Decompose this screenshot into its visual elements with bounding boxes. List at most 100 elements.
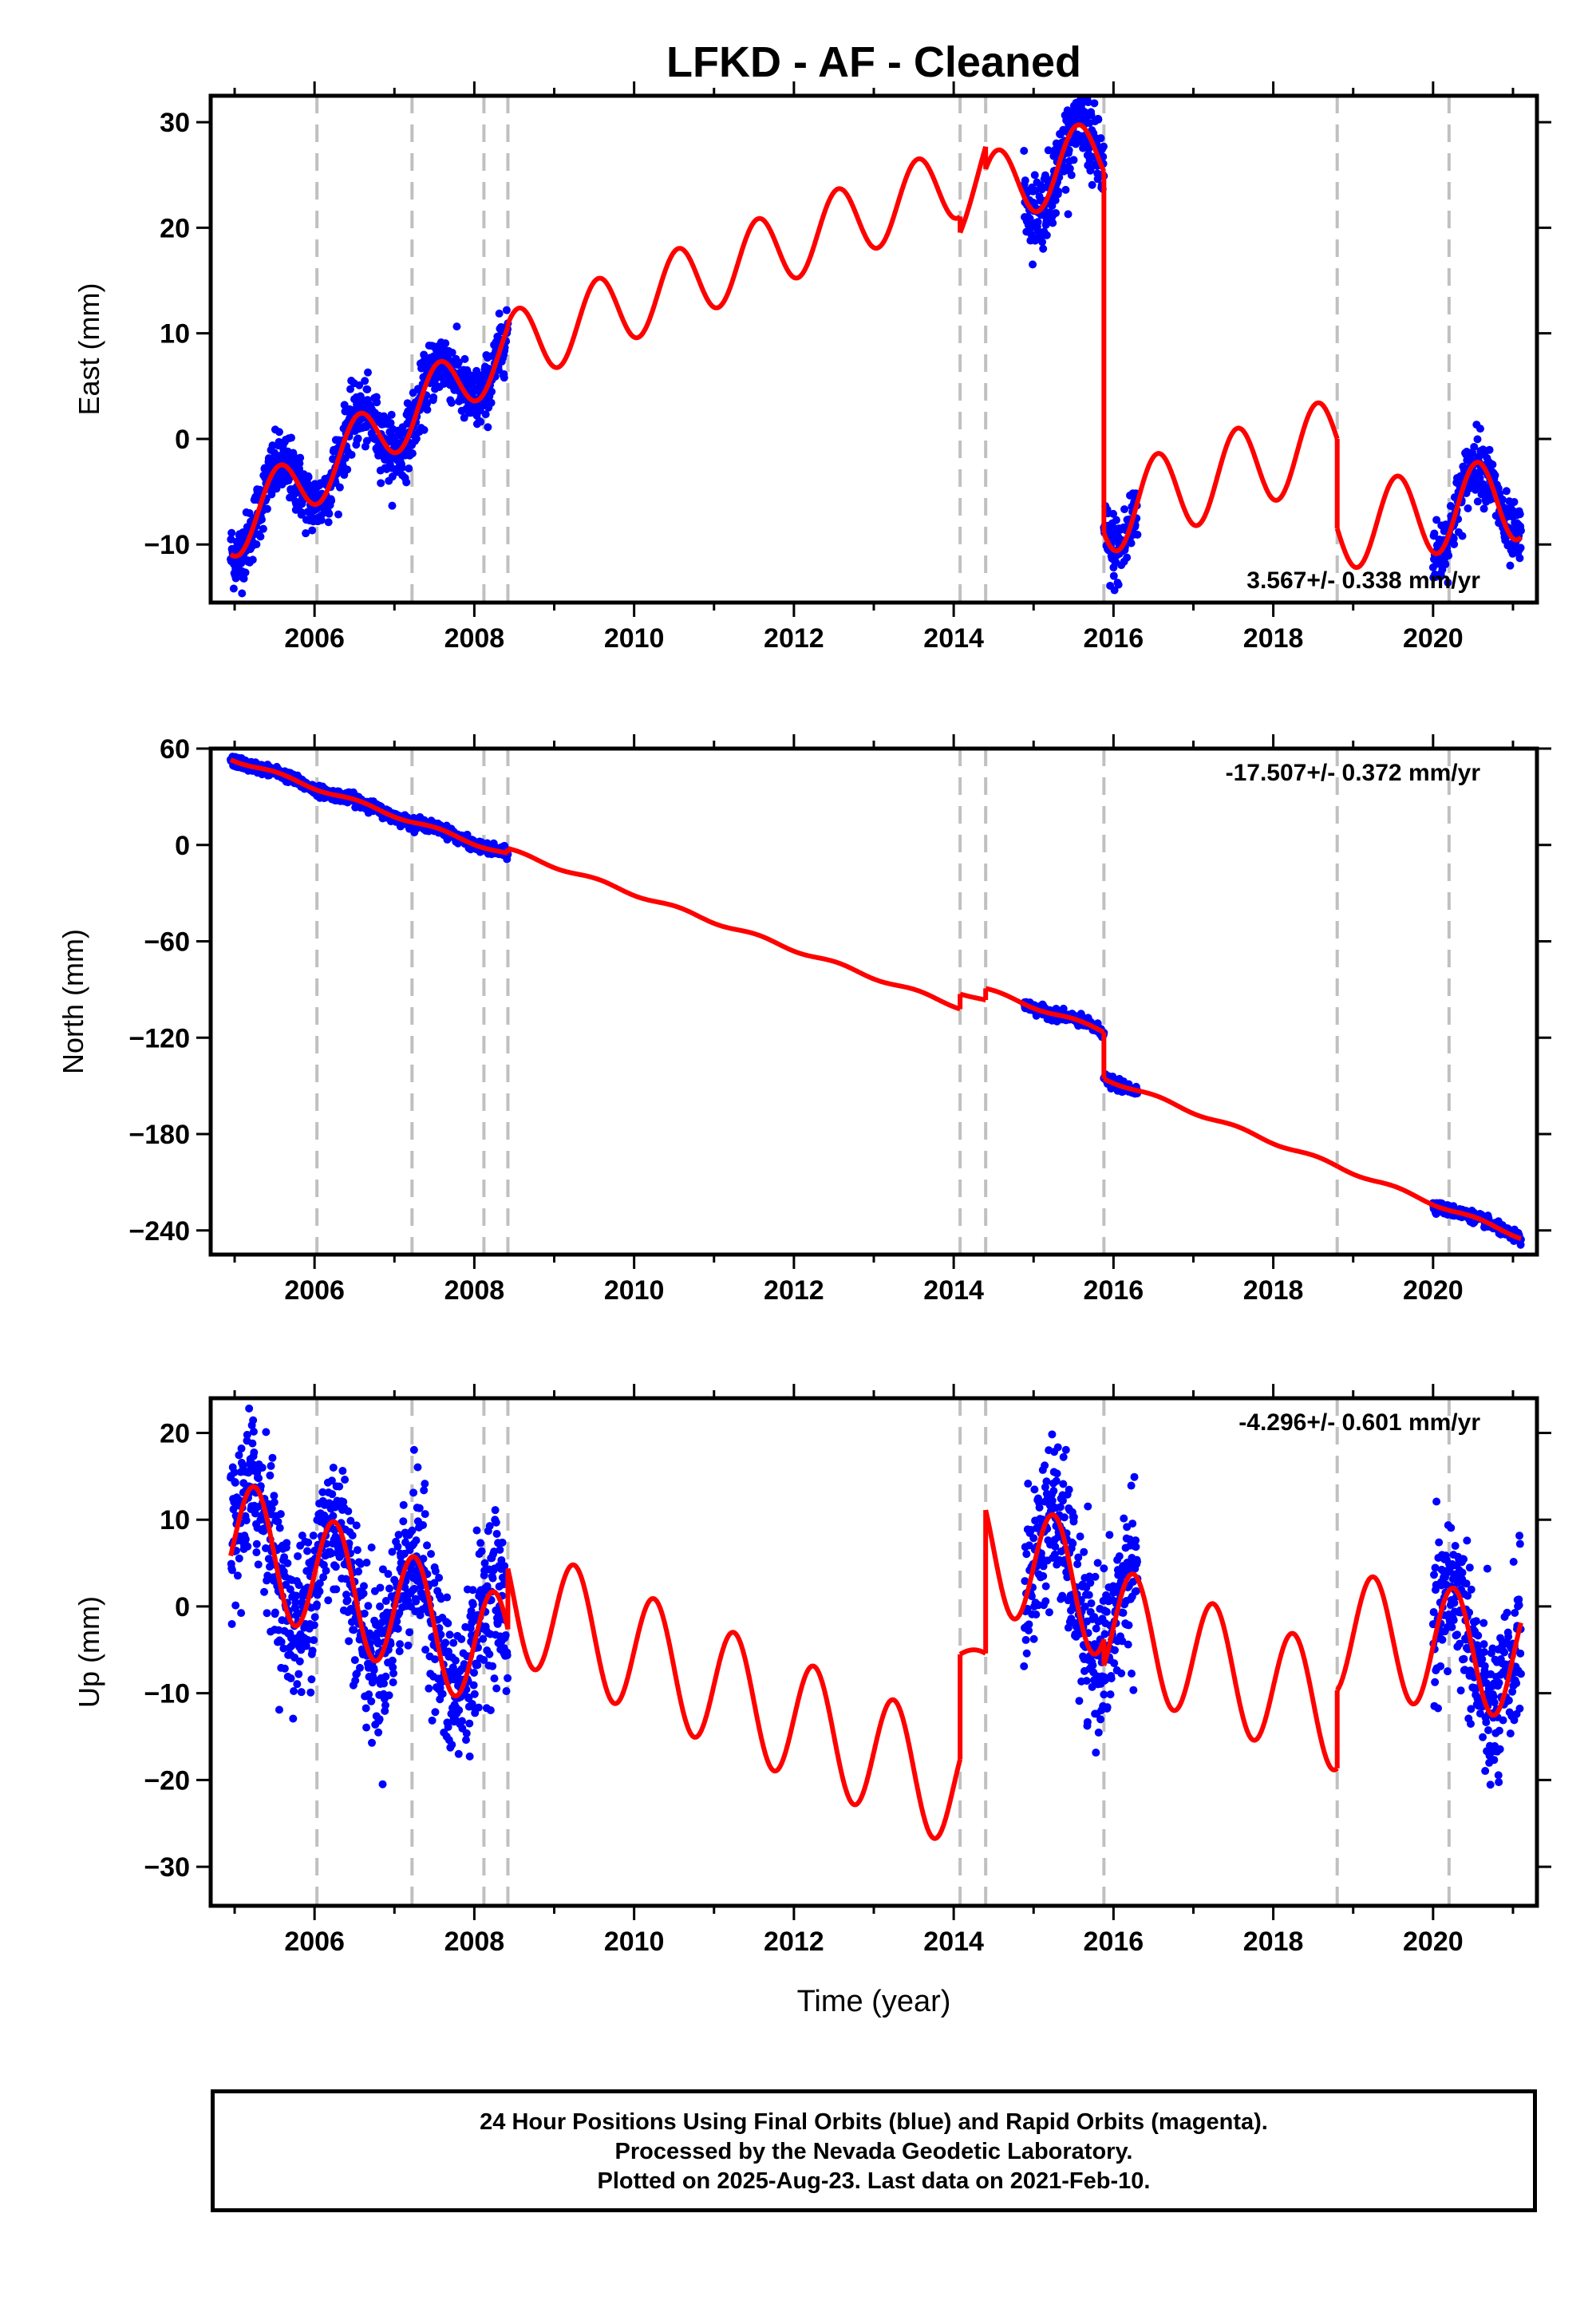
data-point	[1479, 1648, 1488, 1657]
data-point	[423, 1541, 432, 1550]
data-point	[270, 1492, 279, 1500]
data-point	[260, 1587, 269, 1596]
data-point	[389, 1669, 398, 1678]
data-point	[319, 1573, 328, 1582]
data-point	[1502, 487, 1511, 496]
data-point	[243, 1430, 251, 1439]
data-point	[1094, 115, 1103, 124]
data-point	[423, 399, 432, 408]
data-point	[388, 1547, 397, 1556]
y-tick-label: 30	[160, 108, 190, 138]
data-point	[275, 1705, 283, 1714]
y-tick-label: 0	[175, 1592, 190, 1622]
y-tick-label: 60	[160, 734, 190, 765]
data-point	[292, 1591, 301, 1600]
data-point	[249, 1416, 258, 1425]
data-point	[360, 1609, 369, 1618]
data-point	[393, 1624, 402, 1633]
data-point	[268, 441, 277, 450]
data-point	[1052, 208, 1061, 217]
data-point	[454, 358, 463, 367]
data-point	[1035, 1503, 1044, 1512]
data-point	[290, 1686, 298, 1695]
data-point	[1052, 1476, 1061, 1485]
data-point	[1516, 1670, 1525, 1678]
data-point	[229, 584, 238, 593]
data-point	[388, 501, 397, 510]
data-point	[1449, 534, 1458, 543]
data-point	[395, 1647, 404, 1656]
data-point	[1474, 1631, 1483, 1640]
data-point	[1029, 260, 1037, 269]
data-point	[227, 1566, 236, 1575]
data-point	[501, 1630, 510, 1639]
data-point	[492, 1684, 501, 1693]
data-point	[344, 1507, 353, 1516]
data-point	[396, 1640, 405, 1649]
data-point	[462, 1736, 471, 1745]
data-point	[1115, 1552, 1124, 1561]
data-point	[1431, 1563, 1440, 1572]
data-point	[1432, 1497, 1441, 1506]
data-point	[452, 322, 461, 331]
data-point	[1099, 142, 1108, 151]
model-segment	[505, 156, 962, 370]
data-point	[389, 1663, 397, 1672]
data-point	[235, 1451, 243, 1460]
data-point	[1100, 1630, 1109, 1638]
data-point	[1039, 244, 1048, 253]
data-point	[303, 1636, 312, 1645]
data-point	[1090, 99, 1099, 108]
data-point	[502, 306, 511, 314]
data-point	[1470, 442, 1479, 451]
data-point	[241, 1535, 250, 1543]
panels-group: 2006 2008 2010 2012 2014 2016 2018 20203020100−…	[57, 81, 1551, 1957]
data-point	[348, 1531, 357, 1540]
y-tick-label: 20	[160, 1418, 190, 1448]
data-point	[1075, 1697, 1084, 1705]
data-point	[405, 1628, 414, 1637]
data-point	[338, 1467, 347, 1476]
data-point	[227, 528, 236, 537]
y-tick-label: −60	[144, 927, 190, 958]
data-point	[359, 1589, 368, 1598]
data-point	[317, 516, 326, 524]
data-point	[1091, 1572, 1100, 1581]
data-point	[1451, 1541, 1460, 1550]
data-point	[331, 1563, 340, 1571]
data-point	[420, 425, 429, 434]
data-point	[415, 1504, 424, 1512]
data-point	[267, 1461, 275, 1470]
data-point	[367, 1543, 376, 1552]
data-point	[271, 1608, 279, 1617]
data-point	[1110, 586, 1119, 595]
data-point	[286, 433, 295, 442]
data-point	[329, 1512, 338, 1520]
data-point	[476, 1539, 485, 1547]
data-point	[1051, 196, 1060, 204]
data-point	[1022, 1550, 1031, 1559]
data-point	[488, 1574, 497, 1583]
x-tick-label: 2006	[284, 1275, 345, 1306]
data-point	[460, 354, 469, 363]
data-point	[1039, 1562, 1048, 1571]
data-point	[312, 1600, 321, 1609]
data-point	[409, 1445, 418, 1454]
data-point	[405, 464, 413, 472]
data-point	[227, 1620, 236, 1629]
data-point	[324, 1596, 333, 1605]
data-point	[275, 428, 283, 437]
data-point	[469, 1681, 478, 1690]
data-point	[262, 1428, 271, 1437]
data-point	[1069, 1512, 1078, 1521]
data-point	[1128, 1520, 1137, 1528]
data-point	[351, 1676, 360, 1685]
data-point	[1100, 1564, 1108, 1573]
data-point	[408, 1526, 417, 1535]
data-point	[1039, 1571, 1048, 1580]
data-point	[1029, 1634, 1038, 1643]
data-point	[1467, 1705, 1476, 1713]
data-point	[387, 410, 396, 419]
data-point	[1020, 146, 1029, 155]
data-point	[490, 1674, 499, 1683]
